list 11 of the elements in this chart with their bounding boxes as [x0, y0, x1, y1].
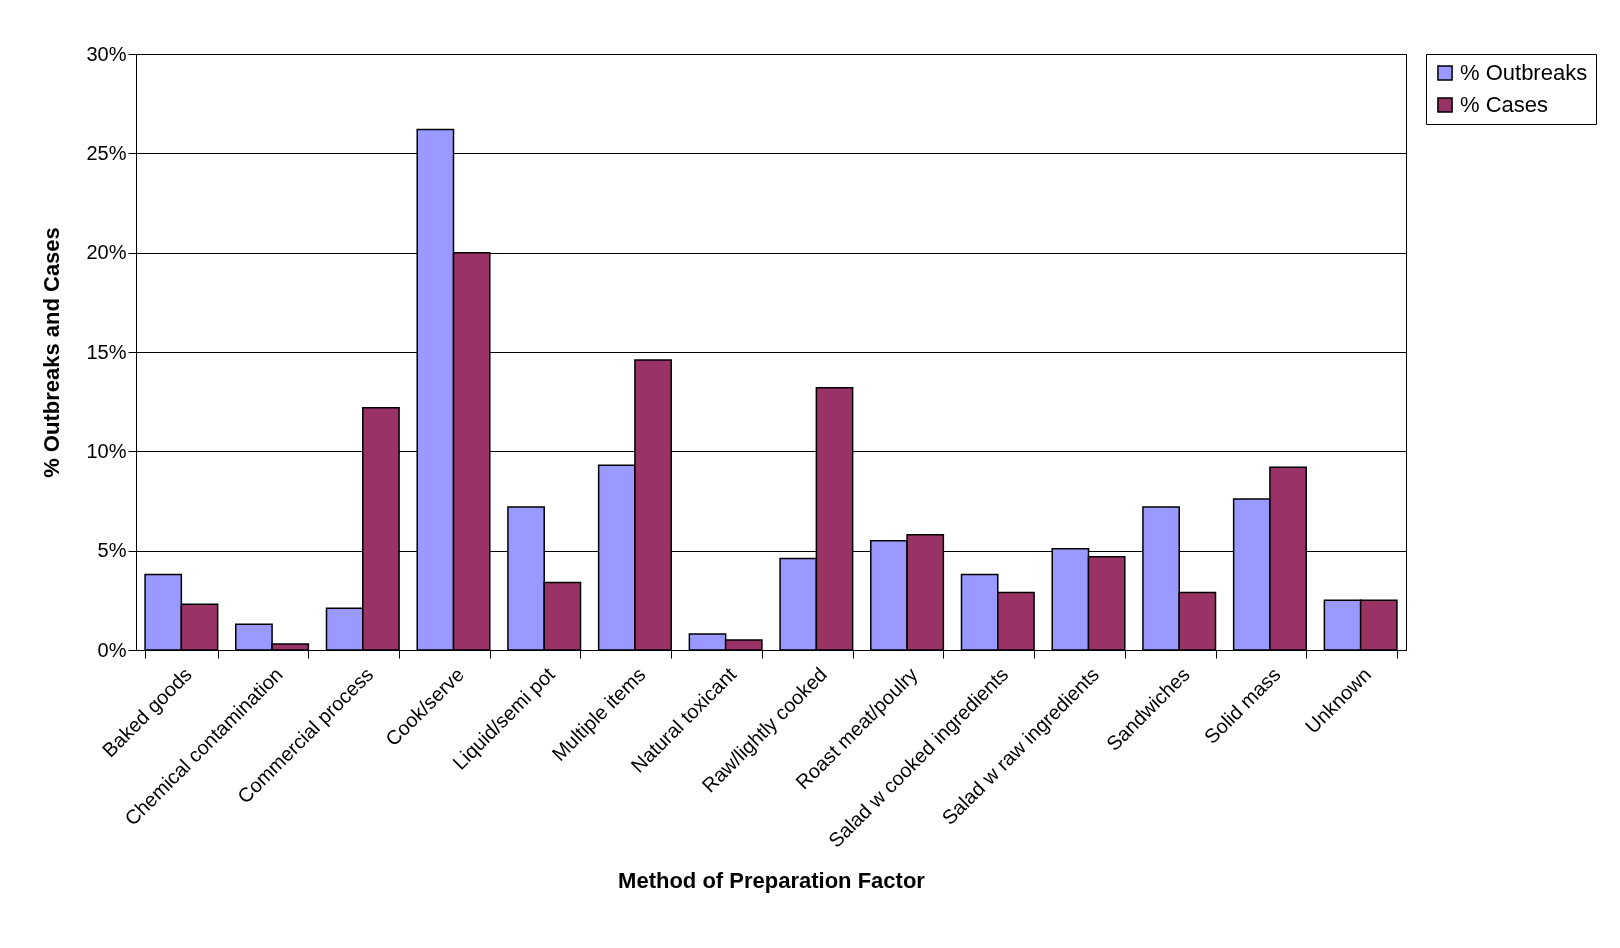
legend-label: % Outbreaks	[1460, 60, 1588, 85]
legend-label: % Cases	[1460, 92, 1549, 117]
y-axis-title: % Outbreaks and Cases	[39, 227, 65, 478]
y-tick-label: 30%	[86, 42, 127, 65]
y-tick-label: 10%	[86, 439, 127, 462]
y-tick-label: 15%	[86, 340, 127, 363]
y-tick-label: 25%	[86, 141, 127, 164]
x-axis-title: Method of Preparation Factor	[618, 867, 926, 893]
y-tick-label: 0%	[97, 638, 127, 661]
y-tick-label: 5%	[97, 539, 127, 562]
y-tick-label: 20%	[86, 241, 127, 264]
